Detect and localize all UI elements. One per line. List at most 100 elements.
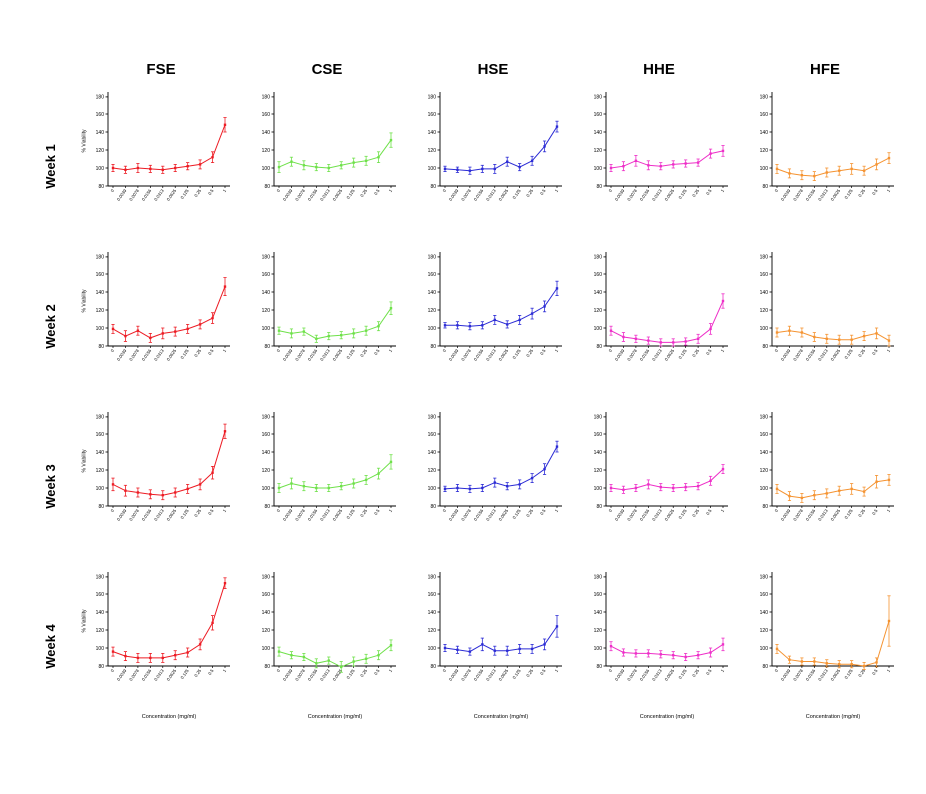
svg-text:0.0625: 0.0625	[664, 508, 676, 522]
svg-text:1: 1	[886, 668, 892, 673]
svg-text:0: 0	[608, 668, 614, 673]
svg-text:0: 0	[110, 508, 116, 513]
column-title-fse: FSE	[146, 60, 176, 78]
svg-text:0.0078: 0.0078	[128, 508, 140, 522]
svg-text:0.125: 0.125	[179, 668, 190, 680]
svg-text:0.0313: 0.0313	[485, 188, 497, 202]
svg-text:80: 80	[264, 664, 270, 670]
svg-text:160: 160	[262, 112, 271, 118]
svg-text:100: 100	[428, 486, 437, 492]
svg-text:100: 100	[96, 166, 105, 172]
svg-text:0.0039: 0.0039	[282, 668, 294, 682]
svg-text:160: 160	[594, 592, 603, 598]
svg-text:100: 100	[262, 166, 271, 172]
svg-text:0.0078: 0.0078	[792, 348, 804, 362]
svg-text:0.0313: 0.0313	[651, 668, 663, 682]
svg-text:0.5: 0.5	[871, 508, 879, 516]
svg-text:120: 120	[594, 468, 603, 474]
svg-text:1: 1	[554, 668, 560, 673]
svg-text:0.0078: 0.0078	[460, 348, 472, 362]
svg-text:160: 160	[262, 272, 271, 278]
chart-svg: 80 100 120 140 160 180 0 0.0039 0.0078 0.0156 0.03…	[82, 92, 230, 202]
svg-text:0.25: 0.25	[525, 348, 534, 358]
svg-text:0: 0	[110, 348, 116, 353]
svg-text:1: 1	[388, 508, 394, 513]
svg-text:0: 0	[774, 508, 780, 513]
svg-text:0.0313: 0.0313	[817, 668, 829, 682]
svg-text:140: 140	[428, 610, 437, 616]
svg-text:0.25: 0.25	[193, 188, 202, 198]
svg-text:0.5: 0.5	[207, 508, 215, 516]
chart-svg: 80 100 120 140 160 180 0 0.0039 0.0078 0.0156 0.03…	[760, 92, 894, 202]
svg-text:180: 180	[760, 575, 769, 581]
svg-text:0.25: 0.25	[193, 348, 202, 358]
svg-text:100: 100	[262, 486, 271, 492]
svg-text:0.0078: 0.0078	[460, 508, 472, 522]
svg-text:100: 100	[594, 166, 603, 172]
svg-text:80: 80	[596, 504, 602, 510]
svg-text:140: 140	[262, 450, 271, 456]
svg-text:80: 80	[264, 184, 270, 190]
svg-text:80: 80	[596, 344, 602, 350]
svg-text:0.0039: 0.0039	[282, 188, 294, 202]
svg-text:0.25: 0.25	[691, 508, 700, 518]
chart-week3-cse: 80 100 120 140 160 180 0 0.0039 0.0078 0.0156 0.03…	[244, 406, 410, 566]
svg-text:140: 140	[96, 130, 105, 136]
svg-text:160: 160	[428, 112, 437, 118]
svg-text:180: 180	[262, 415, 271, 421]
svg-text:180: 180	[428, 255, 437, 261]
svg-text:120: 120	[760, 308, 769, 314]
svg-text:100: 100	[96, 326, 105, 332]
svg-text:0: 0	[110, 668, 116, 673]
svg-text:1: 1	[720, 188, 726, 193]
chart-svg: 80 100 120 140 160 180 0 0.0039 0.0078 0.0156 0.03…	[428, 92, 562, 202]
chart-week3-fse: 80 100 120 140 160 180 0 0.0039 0.0078 0.0156 0.03…	[78, 406, 244, 566]
svg-text:0.5: 0.5	[705, 508, 713, 516]
svg-text:100: 100	[594, 646, 603, 652]
svg-text:120: 120	[428, 468, 437, 474]
svg-text:0.0313: 0.0313	[651, 508, 663, 522]
svg-text:140: 140	[96, 610, 105, 616]
row-label-week2: Week 2	[42, 303, 58, 349]
svg-text:80: 80	[98, 664, 104, 670]
svg-text:0: 0	[442, 188, 448, 193]
svg-text:0.125: 0.125	[179, 508, 190, 520]
svg-text:160: 160	[262, 592, 271, 598]
svg-text:1: 1	[388, 668, 394, 673]
svg-text:0.0078: 0.0078	[792, 508, 804, 522]
svg-text:0.0078: 0.0078	[294, 188, 306, 202]
svg-text:0.25: 0.25	[691, 668, 700, 678]
svg-text:0: 0	[276, 188, 282, 193]
chart-week4-hse: 80 100 120 140 160 180 0 0.0039 0.0078 0.0156 0.03…	[410, 566, 576, 726]
svg-text:0.0156: 0.0156	[307, 508, 319, 522]
svg-text:180: 180	[594, 95, 603, 101]
svg-text:0.0039: 0.0039	[116, 508, 128, 522]
svg-text:0.0156: 0.0156	[805, 668, 817, 682]
svg-text:120: 120	[594, 148, 603, 154]
svg-text:0.0156: 0.0156	[639, 668, 651, 682]
svg-text:0.0313: 0.0313	[485, 508, 497, 522]
svg-text:0.0039: 0.0039	[780, 508, 792, 522]
svg-text:120: 120	[96, 468, 105, 474]
chart-week1-fse: 80 100 120 140 160 180 0 0.0039 0.0078 0.0156 0.03…	[78, 86, 244, 246]
svg-text:80: 80	[98, 184, 104, 190]
svg-text:0.0078: 0.0078	[626, 348, 638, 362]
svg-text:180: 180	[428, 415, 437, 421]
svg-text:0.0625: 0.0625	[830, 348, 842, 362]
svg-text:0.0039: 0.0039	[780, 348, 792, 362]
svg-text:0.0039: 0.0039	[282, 508, 294, 522]
svg-text:0.0313: 0.0313	[319, 668, 331, 682]
svg-text:0.0078: 0.0078	[460, 668, 472, 682]
svg-text:140: 140	[760, 610, 769, 616]
svg-text:140: 140	[594, 610, 603, 616]
svg-text:140: 140	[594, 450, 603, 456]
svg-text:160: 160	[760, 592, 769, 598]
svg-text:0.0313: 0.0313	[817, 508, 829, 522]
svg-text:0.0156: 0.0156	[639, 188, 651, 202]
svg-text:180: 180	[760, 415, 769, 421]
svg-text:0.0078: 0.0078	[128, 188, 140, 202]
svg-text:80: 80	[264, 344, 270, 350]
svg-text:80: 80	[98, 344, 104, 350]
svg-text:0.0625: 0.0625	[166, 668, 178, 682]
svg-text:80: 80	[762, 504, 768, 510]
